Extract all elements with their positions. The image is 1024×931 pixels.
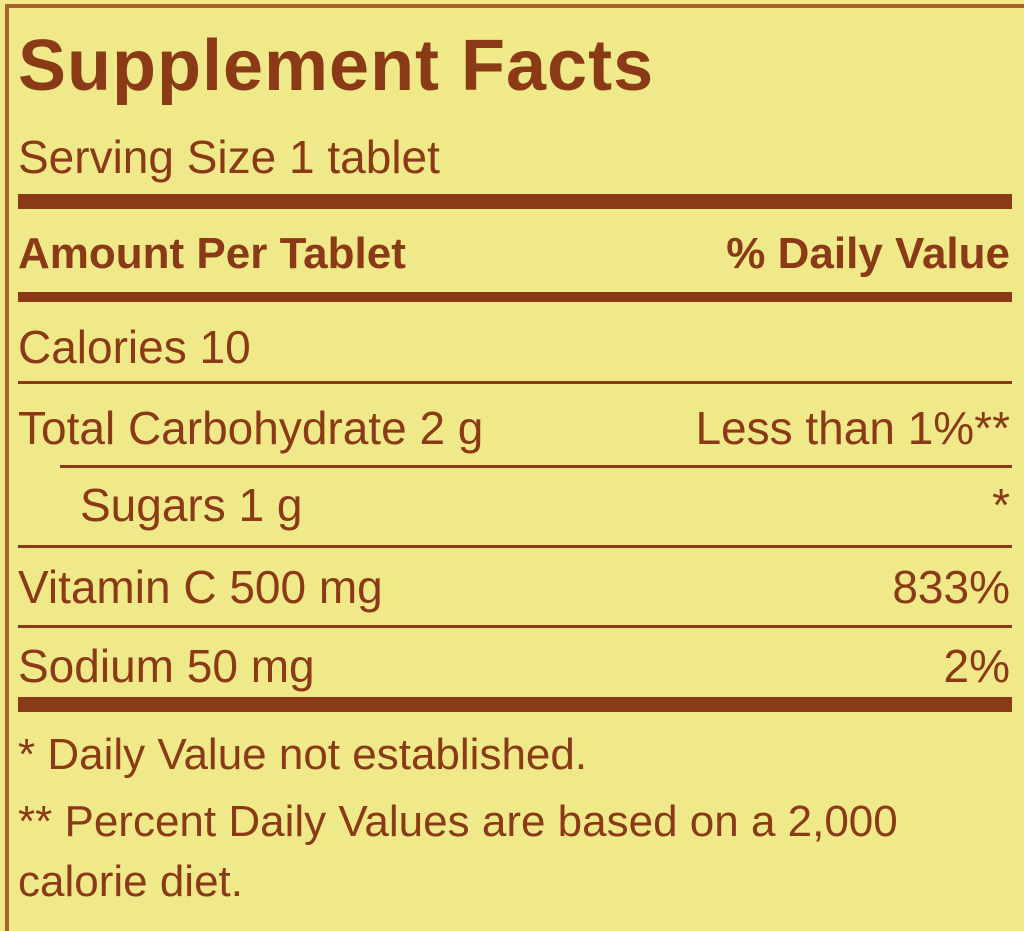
divider [60, 465, 1012, 468]
divider [18, 292, 1012, 302]
row-sodium-dv: 2% [943, 640, 1010, 692]
divider [18, 381, 1012, 384]
daily-value-header: % Daily Value [726, 229, 1010, 278]
row-total-carbohydrate-dv: Less than 1%** [695, 402, 1010, 454]
label-title: Supplement Facts [18, 26, 655, 106]
footnote-1: * Daily Value not established. [18, 730, 588, 779]
row-vitamin-c: Vitamin C 500 mg [18, 561, 383, 613]
row-total-carbohydrate: Total Carbohydrate 2 g [18, 402, 484, 454]
row-calories: Calories 10 [18, 321, 251, 373]
row-sugars: Sugars 1 g [80, 479, 303, 531]
footnote-2-cont: calorie diet. [18, 857, 244, 906]
serving-size: Serving Size 1 tablet [18, 131, 440, 183]
thick-divider [18, 697, 1012, 712]
divider [18, 545, 1012, 548]
label-border [5, 4, 1024, 931]
footnote-2: ** Percent Daily Values are based on a 2… [18, 797, 898, 846]
divider [18, 625, 1012, 628]
row-sugars-dv: * [992, 479, 1010, 531]
row-vitamin-c-dv: 833% [892, 561, 1010, 613]
thick-divider [18, 194, 1012, 209]
row-sodium: Sodium 50 mg [18, 640, 315, 692]
amount-header: Amount Per Tablet [18, 229, 406, 278]
